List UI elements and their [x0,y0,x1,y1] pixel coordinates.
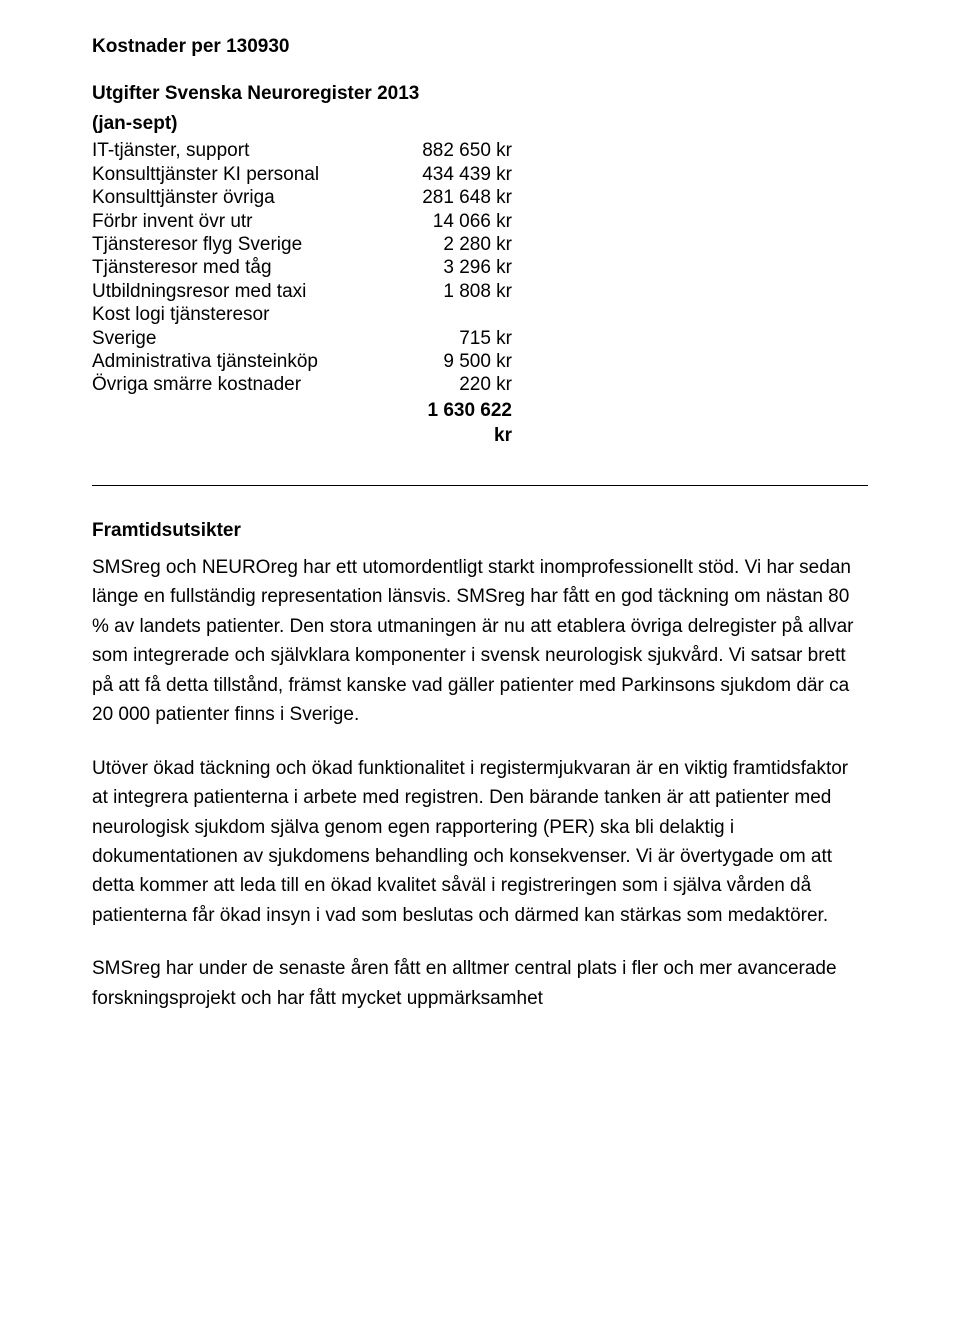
table-row: Tjänsteresor med tåg 3 296 kr [92,257,512,280]
cost-value: 715 kr [402,328,512,351]
cost-label: Tjänsteresor flyg Sverige [92,234,402,257]
total-label [92,423,402,448]
cost-value: 9 500 kr [402,351,512,374]
paragraph: SMSreg har under de senaste åren fått en… [92,954,868,1013]
table-row: Kost logi tjänsteresor [92,304,512,327]
cost-value: 2 280 kr [402,234,512,257]
table-row: Konsulttjänster övriga 281 648 kr [92,187,512,210]
cost-label: Förbr invent övr utr [92,211,402,234]
table-row: Utbildningsresor med taxi 1 808 kr [92,281,512,304]
cost-label: Konsulttjänster KI personal [92,164,402,187]
table-row: Tjänsteresor flyg Sverige 2 280 kr [92,234,512,257]
table-row: Sverige 715 kr [92,328,512,351]
cost-label: Övriga smärre kostnader [92,374,402,397]
total-row: 1 630 622 [92,398,512,423]
cost-label: Utbildningsresor med taxi [92,281,402,304]
total-value-line2: kr [402,423,512,448]
cost-label: Sverige [92,328,402,351]
table-row: Konsulttjänster KI personal 434 439 kr [92,164,512,187]
divider [92,485,868,486]
cost-value: 3 296 kr [402,257,512,280]
cost-label: Tjänsteresor med tåg [92,257,402,280]
total-row: kr [92,423,512,448]
cost-label: IT-tjänster, support [92,140,402,163]
cost-value: 220 kr [402,374,512,397]
cost-label: Administrativa tjänsteinköp [92,351,402,374]
cost-value: 281 648 kr [402,187,512,210]
cost-value [402,304,512,327]
cost-label: Konsulttjänster övriga [92,187,402,210]
subtitle-line1: Utgifter Svenska Neuroregister 2013 [92,79,868,108]
costs-table: IT-tjänster, support 882 650 kr Konsultt… [92,140,512,448]
table-row: IT-tjänster, support 882 650 kr [92,140,512,163]
cost-value: 434 439 kr [402,164,512,187]
page-title: Kostnader per 130930 [92,32,868,61]
paragraph: SMSreg och NEUROreg har ett utomordentli… [92,553,868,730]
table-row: Förbr invent övr utr 14 066 kr [92,211,512,234]
cost-value: 14 066 kr [402,211,512,234]
cost-label: Kost logi tjänsteresor [92,304,402,327]
table-row: Administrativa tjänsteinköp 9 500 kr [92,351,512,374]
total-value-line1: 1 630 622 [402,398,512,423]
cost-value: 882 650 kr [402,140,512,163]
total-label [92,398,402,423]
paragraph: Utöver ökad täckning och ökad funktional… [92,754,868,931]
cost-value: 1 808 kr [402,281,512,304]
section-heading: Framtidsutsikter [92,516,868,545]
table-row: Övriga smärre kostnader 220 kr [92,374,512,397]
subtitle-line2: (jan-sept) [92,109,868,138]
